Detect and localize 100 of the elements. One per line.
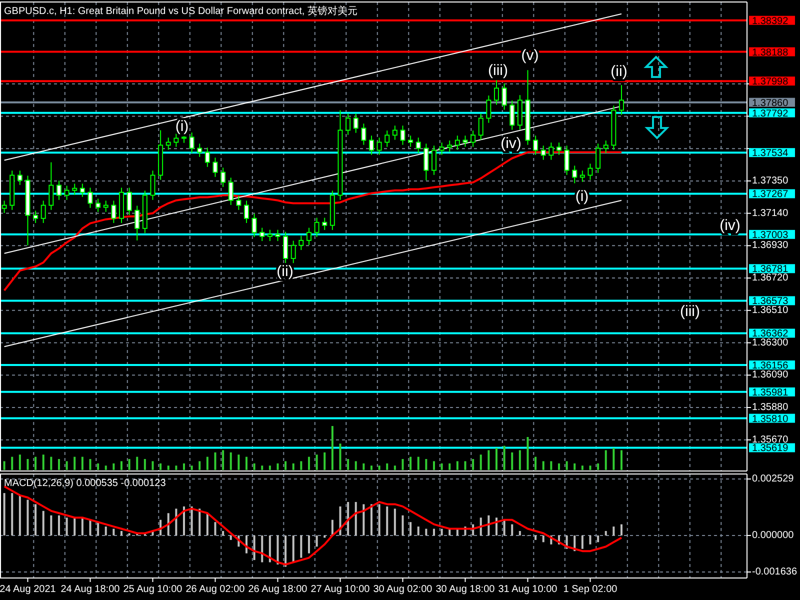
bar [276,535,279,564]
y-tick-label: 1.36720 [752,272,789,284]
ref-line-label: 1.38188 [752,47,789,58]
bar [34,456,37,470]
bar [370,466,372,470]
bar [308,535,310,554]
candlestick [368,135,374,156]
x-tick-label: 27 Aug 10:00 [310,584,370,595]
bar [182,506,185,536]
bar [402,515,404,536]
bar [268,466,271,470]
bar [464,461,466,470]
bar [104,466,107,470]
bar [152,461,154,470]
bar [160,463,162,470]
bar [386,463,388,470]
bar [3,493,6,536]
candlestick [197,143,202,158]
bar [253,463,256,470]
bar [18,495,21,536]
candlestick [478,113,484,140]
candlestick [80,183,85,198]
ref-line-label: 1.36156 [752,360,789,372]
bar [66,461,68,470]
bar [292,535,294,562]
candlestick [306,227,312,246]
candlestick [290,240,296,264]
candlestick [2,200,7,214]
x-tick-label: 1 Sep 02:00 [563,584,618,595]
bar [612,526,615,536]
bar [511,452,514,470]
y-tick-label: 1.35670 [752,434,789,446]
ref-line-label: 1.38392 [752,16,789,27]
y-tick-label: 1.36300 [752,337,789,348]
candlestick [548,142,554,160]
bar [11,493,14,536]
candlestick [533,135,538,156]
candlestick [431,145,436,176]
bar [18,454,21,470]
ref-line-label: 1.37267 [752,189,789,200]
candlestick [283,231,288,266]
bar [503,446,506,470]
candlestick [322,217,328,230]
bar [440,463,443,470]
bar [448,463,451,470]
bar [308,456,310,470]
bar [81,518,84,536]
candlestick [244,200,249,224]
candlestick [384,130,390,148]
text: (iii) [680,303,700,320]
candlestick [298,235,304,250]
x-tick-label: 26 Aug 18:00 [248,584,308,595]
bar [120,461,122,470]
bar [26,500,29,536]
bar [26,459,29,470]
ref-line-label: 1.37534 [752,148,789,160]
ref-line-label: 1.37998 [752,76,789,88]
bar [386,506,388,536]
bar [425,528,428,536]
candlestick [540,145,546,160]
candlestick [72,183,78,196]
ref-line-label: 1.35619 [752,443,789,454]
candlestick [204,147,210,168]
bar [378,466,380,470]
y-tick-label: 1.37350 [752,175,789,186]
bar [261,466,264,470]
candlestick [33,210,38,224]
x-tick-label: 24 Aug 2021 [0,584,56,595]
candlestick [361,123,366,146]
bar [339,506,342,536]
bar [300,461,302,470]
bar [144,459,146,470]
bar [253,535,256,560]
bar [182,463,185,470]
bar [89,459,92,470]
bar [581,466,584,470]
bar [97,522,100,536]
chart-title: MACD(12,26,9) 0.000535 -0.000123 [4,478,166,489]
bar [597,463,600,470]
bar [518,531,521,536]
bar [58,459,60,470]
bar [214,522,216,536]
candlestick [111,200,116,224]
bar [589,466,592,470]
bar [417,526,420,536]
ref-line-label: 1.37860 [752,98,789,109]
candlestick [267,229,272,242]
bar [432,528,435,536]
candlestick [260,227,265,242]
bar [167,466,170,470]
candlestick [400,125,406,146]
candlestick [494,80,499,106]
bar [190,466,193,470]
text: (iv) [720,217,740,234]
bar [268,535,271,562]
bar [230,535,232,540]
candlestick [353,113,358,134]
bar [394,466,396,470]
bar [410,456,412,470]
bar [542,535,544,542]
